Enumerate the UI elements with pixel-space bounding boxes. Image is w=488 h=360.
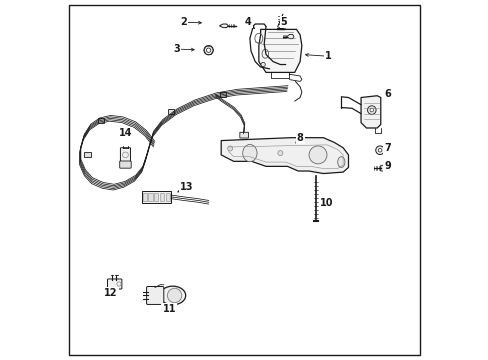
Text: 13: 13 <box>180 182 193 192</box>
FancyBboxPatch shape <box>160 193 164 201</box>
Text: 4: 4 <box>244 17 251 27</box>
Circle shape <box>203 45 213 55</box>
Circle shape <box>167 288 182 303</box>
FancyBboxPatch shape <box>165 193 169 201</box>
Polygon shape <box>221 138 348 174</box>
Circle shape <box>375 146 384 154</box>
Text: 7: 7 <box>384 143 390 153</box>
Polygon shape <box>219 24 228 28</box>
Ellipse shape <box>337 157 344 167</box>
Text: 2: 2 <box>180 17 186 27</box>
Polygon shape <box>380 165 386 171</box>
FancyBboxPatch shape <box>219 92 226 97</box>
Text: 9: 9 <box>384 161 390 171</box>
FancyBboxPatch shape <box>142 191 171 203</box>
Ellipse shape <box>242 144 257 162</box>
Text: 14: 14 <box>119 129 132 138</box>
FancyBboxPatch shape <box>120 148 130 163</box>
FancyBboxPatch shape <box>84 152 90 157</box>
Polygon shape <box>360 96 380 128</box>
FancyBboxPatch shape <box>98 118 104 123</box>
Circle shape <box>261 62 265 67</box>
Ellipse shape <box>160 286 185 305</box>
FancyBboxPatch shape <box>239 132 248 138</box>
Circle shape <box>206 48 210 52</box>
Circle shape <box>367 106 375 114</box>
Text: 8: 8 <box>296 133 303 143</box>
Text: 12: 12 <box>104 288 118 298</box>
Circle shape <box>378 148 381 152</box>
Circle shape <box>227 146 232 151</box>
FancyBboxPatch shape <box>142 193 147 201</box>
FancyBboxPatch shape <box>107 279 122 289</box>
Text: 6: 6 <box>384 89 390 99</box>
Text: 11: 11 <box>162 304 176 314</box>
Polygon shape <box>286 35 293 39</box>
Circle shape <box>277 150 282 156</box>
FancyBboxPatch shape <box>148 193 152 201</box>
FancyBboxPatch shape <box>120 161 131 168</box>
Text: 1: 1 <box>325 51 331 61</box>
Circle shape <box>308 146 326 164</box>
FancyBboxPatch shape <box>146 287 163 305</box>
Polygon shape <box>258 30 301 72</box>
Circle shape <box>369 108 373 112</box>
FancyBboxPatch shape <box>154 193 158 201</box>
Text: 10: 10 <box>320 198 333 208</box>
FancyBboxPatch shape <box>167 109 174 114</box>
Text: 3: 3 <box>173 44 180 54</box>
Text: 5: 5 <box>280 17 287 27</box>
